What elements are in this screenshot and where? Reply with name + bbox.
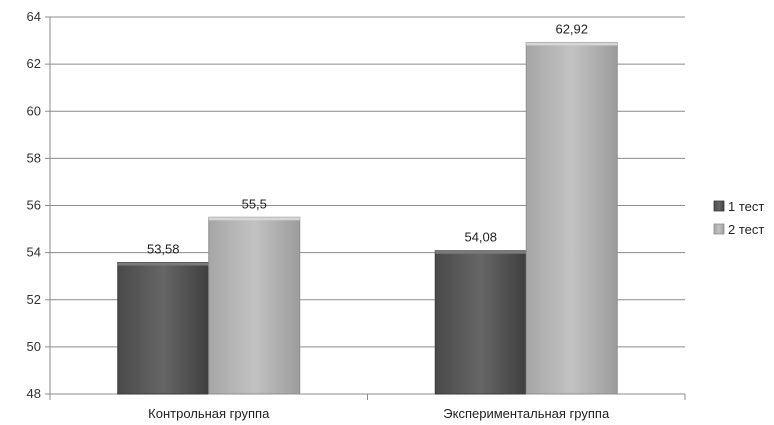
- legend-swatch: [713, 200, 725, 212]
- bar-2-тест-0: [208, 216, 301, 395]
- y-tick-label: 52: [27, 292, 41, 307]
- bar-1-тест-0: [117, 262, 210, 395]
- data-label: 54,08: [464, 230, 497, 245]
- y-tick-label: 54: [27, 245, 41, 260]
- y-tick-label: 56: [27, 198, 41, 213]
- bar-top-highlight: [208, 217, 300, 221]
- bar-top-highlight: [526, 42, 618, 46]
- x-category-label: Экспериментальная группа: [443, 406, 610, 421]
- y-tick-label: 60: [27, 103, 41, 118]
- y-tick-label: 58: [27, 150, 41, 165]
- legend-label: 2 тест: [728, 222, 764, 237]
- y-tick-label: 62: [27, 56, 41, 71]
- legend-swatch: [713, 223, 725, 235]
- bar-2-тест-1: [525, 41, 618, 395]
- data-label: 53,58: [147, 242, 180, 257]
- bar-1-тест-1: [434, 250, 527, 395]
- bar-top-highlight: [435, 250, 527, 254]
- legend: 1 тест 2 тест: [713, 199, 764, 237]
- data-label: 62,92: [555, 21, 588, 36]
- data-label: 55,5: [242, 196, 267, 211]
- y-tick-label: 64: [27, 9, 41, 24]
- x-category-label: Контрольная группа: [148, 406, 270, 421]
- bar-top-highlight: [117, 262, 209, 266]
- y-tick-label: 50: [27, 339, 41, 354]
- y-tick-label: 48: [27, 386, 41, 401]
- bars: [117, 41, 618, 395]
- legend-label: 1 тест: [728, 199, 764, 214]
- labels: 48 50 52 54 56 58 60 62 64 53,58 55,5 Контрольная г…: [27, 9, 610, 421]
